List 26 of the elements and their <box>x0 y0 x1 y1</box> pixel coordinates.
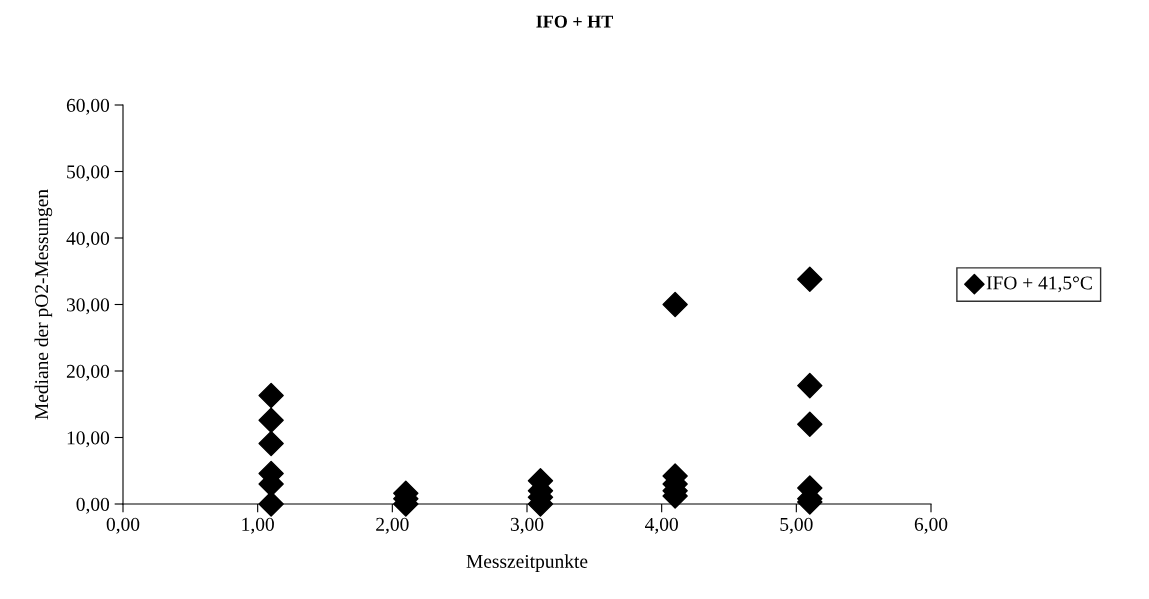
x-tick-label: 6,00 <box>914 517 948 534</box>
x-tick-label: 1,00 <box>242 517 274 534</box>
x-tick-label: 0,00 <box>106 517 140 534</box>
x-tick-label: 4,00 <box>645 517 678 534</box>
x-axis-title: Messzeitpunkte <box>466 554 588 572</box>
x-tick-label: 2,00 <box>376 517 409 534</box>
y-tick-label: 30,00 <box>66 298 110 315</box>
y-tick-label: 20,00 <box>66 364 110 381</box>
chart-title: IFO + HT <box>536 15 613 28</box>
y-tick-label: 40,00 <box>66 231 110 248</box>
point <box>258 430 284 457</box>
y-tick-label: 10,00 <box>67 431 110 448</box>
y-tick-label: 0,00 <box>76 497 110 514</box>
point <box>797 411 823 437</box>
point <box>797 266 823 292</box>
x-tick-label: 3,00 <box>510 517 544 534</box>
point <box>258 382 284 409</box>
point <box>662 291 688 318</box>
point <box>258 407 284 433</box>
point <box>797 372 823 399</box>
y-tick-label: 50,00 <box>67 165 110 182</box>
y-tick-label: 60,00 <box>66 98 110 115</box>
x-tick-label: 5,00 <box>780 517 813 534</box>
y-axis-title: Mediane der pO2-Messungen <box>34 189 53 420</box>
point <box>258 491 284 517</box>
legend-label: IFO + 41,5°C <box>986 276 1092 293</box>
